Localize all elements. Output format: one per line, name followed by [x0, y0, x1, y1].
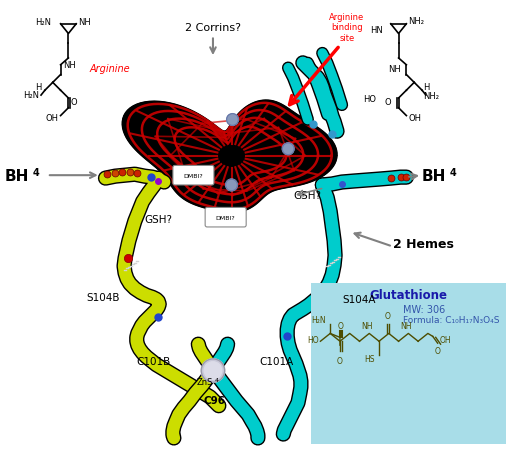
Text: NH: NH	[64, 61, 76, 70]
Text: O: O	[70, 98, 77, 107]
FancyBboxPatch shape	[173, 166, 214, 185]
Text: MW: 306: MW: 306	[403, 304, 445, 314]
Circle shape	[282, 143, 294, 155]
Text: DMBI?: DMBI?	[216, 215, 235, 220]
Text: OH: OH	[408, 114, 421, 123]
Text: NH: NH	[388, 65, 401, 74]
Text: OH: OH	[440, 335, 451, 344]
Text: H₂N: H₂N	[23, 90, 39, 99]
Text: O: O	[337, 356, 343, 365]
Text: Arginine: Arginine	[90, 64, 130, 74]
Text: 4: 4	[215, 377, 219, 382]
Text: S104A: S104A	[342, 295, 376, 304]
Text: NH₂: NH₂	[423, 92, 439, 101]
Text: H: H	[423, 83, 429, 92]
Text: C96: C96	[203, 395, 225, 405]
Circle shape	[226, 179, 238, 191]
Text: OH: OH	[46, 114, 59, 123]
Text: BH: BH	[5, 168, 29, 183]
FancyBboxPatch shape	[311, 283, 506, 444]
Text: HO: HO	[363, 94, 376, 103]
Text: 2 Corrins?: 2 Corrins?	[185, 23, 241, 33]
Text: O: O	[338, 321, 344, 330]
Text: NH: NH	[78, 18, 91, 27]
Circle shape	[202, 360, 224, 382]
Text: H₂N: H₂N	[35, 18, 51, 27]
Text: O: O	[435, 346, 441, 355]
Text: NH: NH	[401, 321, 412, 330]
Text: H: H	[35, 83, 41, 92]
Text: 4: 4	[450, 168, 456, 178]
Text: Arginine
binding
site: Arginine binding site	[329, 13, 364, 43]
Text: BH: BH	[422, 168, 446, 183]
FancyBboxPatch shape	[205, 208, 246, 227]
Text: Glutathione: Glutathione	[369, 288, 448, 301]
Text: O: O	[385, 311, 391, 320]
Circle shape	[204, 362, 222, 379]
Circle shape	[227, 115, 239, 126]
Text: O: O	[384, 98, 391, 107]
Text: C101B: C101B	[137, 356, 171, 366]
Text: S104B: S104B	[86, 293, 119, 303]
Text: Formula: C₁₀H₁₇N₃O₄S: Formula: C₁₀H₁₇N₃O₄S	[403, 315, 500, 324]
Text: GSH?: GSH?	[293, 190, 321, 200]
Text: H₂N: H₂N	[312, 316, 326, 325]
Text: NH: NH	[362, 321, 373, 330]
Text: HS: HS	[365, 354, 375, 364]
Polygon shape	[122, 101, 337, 213]
Text: NH₂: NH₂	[408, 17, 424, 26]
Text: 4: 4	[32, 168, 39, 178]
Text: HN: HN	[370, 26, 383, 35]
Text: ZnS: ZnS	[196, 377, 213, 386]
Text: GSH?: GSH?	[145, 215, 172, 225]
Text: C101A: C101A	[259, 356, 293, 366]
Circle shape	[201, 359, 225, 382]
Text: DMBI?: DMBI?	[183, 173, 203, 178]
Text: HO: HO	[307, 335, 318, 344]
Text: 2 Hemes: 2 Hemes	[393, 238, 454, 250]
